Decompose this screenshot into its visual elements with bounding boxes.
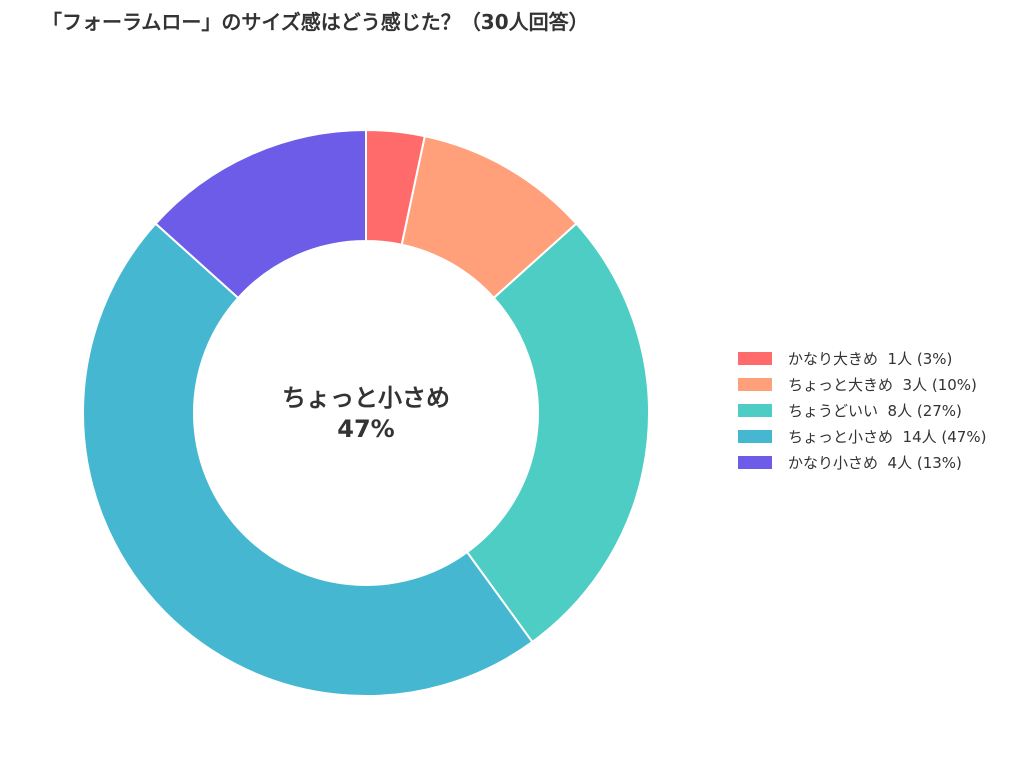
legend-label: かなり大きめ 1人 (3%) <box>788 349 953 368</box>
legend-item-4: ちょっと小さめ 14人 (47%) <box>738 423 986 449</box>
donut-slices <box>82 128 650 697</box>
center-label-category: ちょっと小さめ <box>282 384 450 412</box>
legend-swatch <box>738 377 772 391</box>
legend-swatch <box>738 403 772 417</box>
legend-label: ちょうどいい 8人 (27%) <box>788 401 962 420</box>
legend-label: かなり小さめ 4人 (13%) <box>788 453 962 472</box>
donut-slice-4 <box>82 222 534 697</box>
legend-item-3: ちょうどいい 8人 (27%) <box>738 397 986 423</box>
legend-label: ちょっと小さめ 14人 (47%) <box>788 427 987 446</box>
legend-label: ちょっと大きめ 3人 (10%) <box>788 375 977 394</box>
donut-slice-5 <box>154 128 367 300</box>
legend-item-5: かなり小さめ 4人 (13%) <box>738 449 986 475</box>
donut-slice-3 <box>465 222 650 644</box>
legend-swatch <box>738 429 772 443</box>
legend-item-1: かなり大きめ 1人 (3%) <box>738 345 986 371</box>
legend-swatch <box>738 351 772 365</box>
legend: かなり大きめ 1人 (3%) ちょっと大きめ 3人 (10%) ちょうどいい 8人 … <box>738 345 986 475</box>
legend-item-2: ちょっと大きめ 3人 (10%) <box>738 371 986 397</box>
legend-swatch <box>738 455 772 469</box>
chart-title: 「フォーラムロー」のサイズ感はどう感じた？（30人回答） <box>42 10 589 34</box>
center-label-percent: 47% <box>337 415 394 443</box>
donut-chart: ちょっと小さめ 47% <box>82 128 650 697</box>
